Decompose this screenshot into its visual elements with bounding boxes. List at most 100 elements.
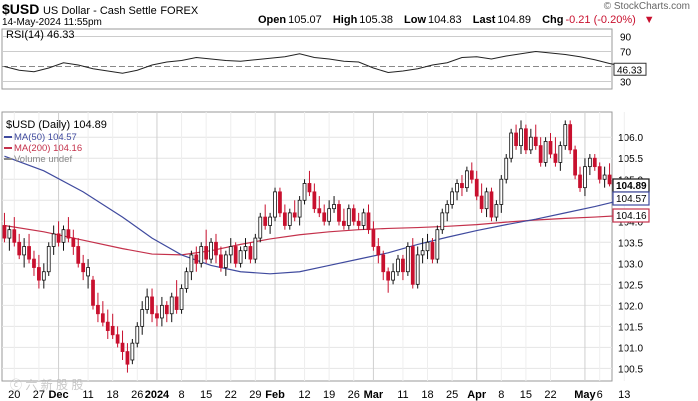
candle-body xyxy=(504,157,509,180)
price-badge-text: 104.89 xyxy=(616,181,647,192)
candle-body xyxy=(356,220,361,226)
candle-body xyxy=(179,288,184,310)
candle-body xyxy=(494,204,499,218)
candle-body xyxy=(455,183,459,193)
candle-body xyxy=(145,296,149,310)
candle-body xyxy=(253,237,258,260)
candle-body xyxy=(327,208,332,222)
candle-body xyxy=(184,271,189,289)
rsi-tick-label: 30 xyxy=(620,78,632,89)
candle-body xyxy=(155,313,159,319)
candle-body xyxy=(548,141,553,155)
candle-body xyxy=(282,212,287,226)
candle-body xyxy=(125,351,130,365)
x-tick-label: Feb xyxy=(265,389,285,401)
rsi-value-badge xyxy=(613,62,647,76)
candle-body xyxy=(553,153,558,163)
candle-body xyxy=(91,279,95,306)
candle-body xyxy=(465,170,469,189)
candle-body xyxy=(578,174,582,189)
candle-body xyxy=(425,241,430,252)
candle-body xyxy=(22,246,27,256)
candle-body xyxy=(361,212,366,226)
down-arrow-icon: ▼ xyxy=(643,14,655,26)
candle-body xyxy=(189,254,194,273)
chg-value: -0.21 (-0.20%) xyxy=(565,14,636,26)
rsi-panel-frame xyxy=(1,28,613,90)
candle-body xyxy=(592,157,597,168)
candle-body xyxy=(371,229,376,247)
brand-link[interactable]: © StockCharts.com xyxy=(603,1,690,12)
candle-body xyxy=(130,342,135,361)
candle-body xyxy=(160,304,164,319)
candle-body xyxy=(401,258,405,273)
candle-body xyxy=(7,229,12,239)
high-value: 105.38 xyxy=(359,14,393,26)
candle-body xyxy=(386,271,391,281)
candle-body xyxy=(105,321,110,331)
candle-body xyxy=(543,141,548,163)
candle-body xyxy=(292,212,297,218)
candle-body xyxy=(268,216,272,226)
candle-body xyxy=(558,145,563,163)
price-tick-label: 103.0 xyxy=(618,259,643,270)
x-tick-label: 15 xyxy=(520,389,532,401)
low-value: 104.83 xyxy=(428,14,462,26)
candle-body xyxy=(32,258,36,268)
ma50-line xyxy=(4,155,635,275)
candle-body xyxy=(405,246,410,273)
candle-body xyxy=(460,183,464,189)
open-label: Open xyxy=(258,14,287,26)
candle-body xyxy=(450,191,454,205)
x-tick-label: 12 xyxy=(298,389,310,401)
candle-body xyxy=(219,254,223,268)
candle-body xyxy=(140,309,145,327)
x-tick-label: May xyxy=(574,389,596,401)
candle-body xyxy=(342,220,346,226)
candle-body xyxy=(489,191,494,218)
x-tick-label: Mar xyxy=(364,389,384,401)
price-tick-label: 102.0 xyxy=(618,301,643,312)
candle-body xyxy=(263,216,268,226)
x-tick-label: 26 xyxy=(131,389,143,401)
x-tick-label: 26 xyxy=(348,389,360,401)
candle-body xyxy=(533,136,538,147)
legend-entry: MA(50) 104.57 xyxy=(14,132,77,143)
x-tick-label: 27 xyxy=(33,389,45,401)
candle-body xyxy=(307,183,312,193)
candle-body xyxy=(41,271,46,281)
rsi-line xyxy=(4,50,635,74)
price-tick-label: 105.5 xyxy=(618,154,643,165)
x-tick-label: 20 xyxy=(8,389,20,401)
price-panel-label: $USD (Daily) 104.89 xyxy=(6,119,107,131)
x-tick-label: 2024 xyxy=(145,389,170,401)
price-tick-label: 100.5 xyxy=(618,364,643,375)
candle-body xyxy=(27,246,31,260)
candle-body xyxy=(332,204,336,210)
candle-body xyxy=(351,208,356,222)
x-tick-label: Dec xyxy=(48,389,68,401)
price-badge xyxy=(612,191,650,206)
candle-body xyxy=(174,296,179,310)
candle-body xyxy=(420,250,425,256)
legend-entry: Volume undef xyxy=(14,154,72,165)
candle-body xyxy=(376,246,381,256)
candle-body xyxy=(273,191,277,218)
candle-body xyxy=(509,132,514,159)
candle-body xyxy=(37,267,41,281)
candle-body xyxy=(199,246,204,264)
candle-body xyxy=(164,304,169,315)
candle-body xyxy=(150,296,154,315)
candle-body xyxy=(484,191,489,210)
rsi-badge-text: 46.33 xyxy=(617,65,642,76)
candle-body xyxy=(287,212,292,226)
price-badge xyxy=(612,208,650,223)
candle-body xyxy=(366,212,371,231)
candle-body xyxy=(317,208,322,214)
low-label: Low xyxy=(404,14,427,26)
candle-body xyxy=(302,183,307,201)
price-tick-label: 104.0 xyxy=(618,217,643,228)
candle-body xyxy=(573,149,577,176)
candle-body xyxy=(430,241,435,260)
